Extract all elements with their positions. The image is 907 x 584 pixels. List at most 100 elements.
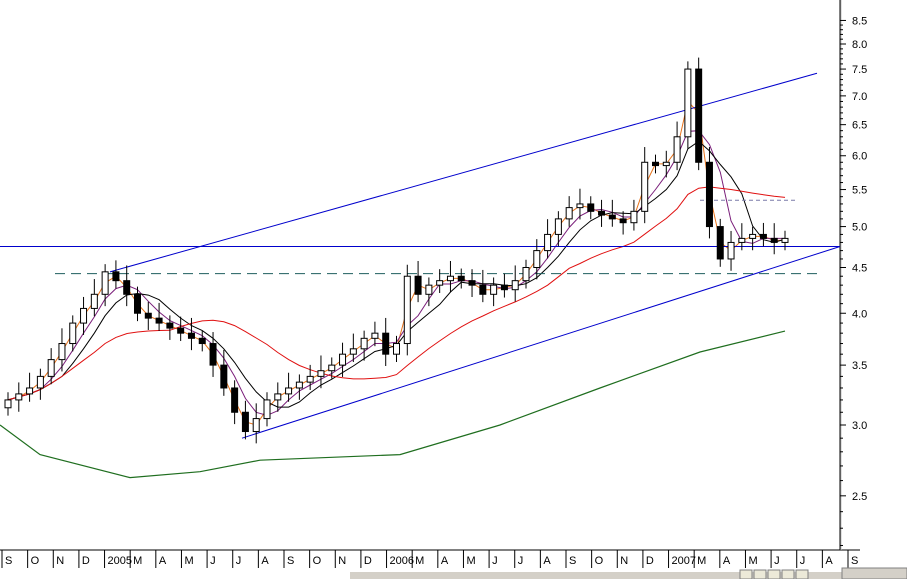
candle-body xyxy=(285,387,293,395)
candle-body xyxy=(382,332,390,355)
y-tick-label: 7.5 xyxy=(852,64,867,76)
pan-icon[interactable] xyxy=(739,569,753,580)
candle-body xyxy=(26,387,34,395)
candle xyxy=(598,199,606,227)
candle-body xyxy=(306,375,314,383)
candle xyxy=(393,335,400,363)
y-tick-label: 7.0 xyxy=(852,91,867,103)
candle-body xyxy=(241,411,249,433)
zoom-out-icon[interactable] xyxy=(753,569,767,580)
candle xyxy=(511,265,519,302)
candle xyxy=(274,382,282,412)
candle xyxy=(69,315,77,352)
x-tick-label: 2005 xyxy=(108,555,132,567)
x-tick-label: M xyxy=(748,555,757,567)
candle-body xyxy=(716,226,724,260)
candle xyxy=(306,364,314,390)
candle xyxy=(123,265,131,307)
candle xyxy=(479,269,487,303)
candle-body xyxy=(198,337,206,345)
candle-body xyxy=(295,381,303,389)
y-axis: 8.5 8.0 7.5 7.0 6.5 6.0 5.5 5.0 4.5 4.0 3.5 3.0 2.5 xyxy=(840,15,867,546)
candle xyxy=(457,268,465,289)
x-tick-label: D xyxy=(646,555,654,567)
candle xyxy=(662,150,670,178)
candle-body xyxy=(220,364,228,389)
candle-body xyxy=(112,271,120,282)
candle xyxy=(684,61,692,149)
candle-body xyxy=(263,399,271,420)
candle xyxy=(403,264,411,356)
x-tick-label: O xyxy=(313,555,322,567)
candle xyxy=(468,269,476,297)
candle-body xyxy=(177,327,185,334)
candle xyxy=(565,196,573,227)
x-tick-label: S xyxy=(287,555,294,567)
candle xyxy=(554,211,562,247)
candle xyxy=(134,286,141,322)
candle-body xyxy=(328,364,336,372)
candle xyxy=(544,219,552,259)
candle-body xyxy=(705,161,713,228)
scroll-left-icon[interactable] xyxy=(781,569,795,580)
x-tick-label: A xyxy=(825,555,833,567)
candle xyxy=(328,357,336,379)
candle-body xyxy=(533,250,541,268)
x-tick-label: O xyxy=(595,555,604,567)
candle-body xyxy=(393,343,400,355)
x-tick-label: S xyxy=(569,555,576,567)
scroll-right-icon[interactable] xyxy=(795,569,809,580)
candle xyxy=(90,279,98,317)
x-tick-label: J xyxy=(210,555,216,567)
candle-body xyxy=(598,210,606,216)
candle xyxy=(446,260,454,293)
y-tick-label: 8.0 xyxy=(852,39,867,51)
lower-channel-line xyxy=(241,246,841,439)
candle xyxy=(371,321,379,347)
candle xyxy=(317,355,325,389)
candle xyxy=(759,222,767,247)
candle-body xyxy=(673,136,681,163)
x-tick-label: A xyxy=(543,555,551,567)
candle-body xyxy=(274,393,282,401)
x-tick-label: M xyxy=(466,555,475,567)
candle-body xyxy=(749,233,757,239)
y-tick-label: 6.5 xyxy=(852,120,867,132)
x-axis: S O N D 2005 M A M J J A S O N D 2006 M A M J J A S O N D 2007 M A M J… xyxy=(1,550,858,568)
y-tick-label: 4.5 xyxy=(852,262,867,274)
x-tick-label: N xyxy=(620,555,628,567)
candle-body xyxy=(15,393,23,401)
candles xyxy=(4,57,789,444)
candle xyxy=(349,333,357,363)
candle xyxy=(533,239,541,280)
candle-body xyxy=(587,203,595,212)
candle-body xyxy=(576,203,584,209)
candle-body xyxy=(738,237,746,243)
candle xyxy=(500,273,508,298)
candle-body xyxy=(101,271,109,295)
candle xyxy=(705,147,713,239)
candle-body xyxy=(349,348,357,355)
candle xyxy=(695,57,703,171)
x-tick-label: 2006 xyxy=(390,555,414,567)
y-tick-label: 4.0 xyxy=(852,308,867,320)
candle-body xyxy=(770,237,778,243)
candle-body xyxy=(4,399,12,409)
x-tick-label: S xyxy=(851,555,858,567)
candle-body xyxy=(652,161,659,167)
x-tick-label: J xyxy=(774,555,780,567)
zoom-in-icon[interactable] xyxy=(767,569,781,580)
candle xyxy=(112,260,120,289)
x-tick-label: J xyxy=(492,555,498,567)
x-tick-label: S xyxy=(5,555,12,567)
y-tick-label: 5.0 xyxy=(852,222,867,234)
candle-body xyxy=(446,275,454,282)
candle xyxy=(15,382,23,412)
candle-body xyxy=(608,214,616,220)
x-tick-label: A xyxy=(441,555,449,567)
candle-body xyxy=(684,68,692,138)
candle xyxy=(738,223,746,251)
scrollbar-track xyxy=(350,572,907,579)
candle-body xyxy=(500,284,508,291)
